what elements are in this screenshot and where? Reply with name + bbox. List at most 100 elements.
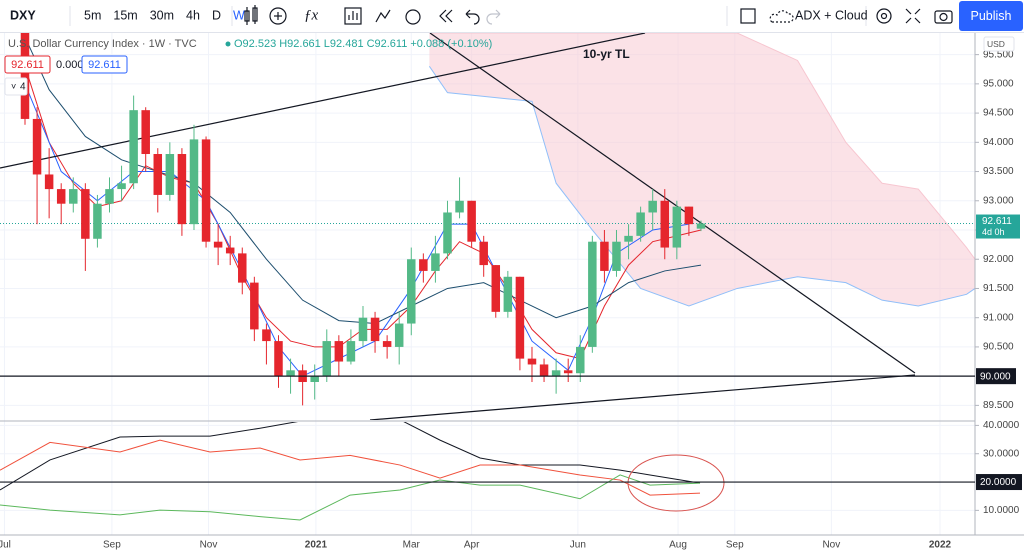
candle-body <box>479 241 488 266</box>
interval[interactable]: 15m <box>113 8 137 22</box>
price-label-box <box>976 368 1016 385</box>
candle-body <box>576 346 585 374</box>
annotation[interactable]: 10-yr TL <box>583 47 630 61</box>
trendline[interactable] <box>0 33 646 169</box>
alert-icon[interactable] <box>405 9 421 25</box>
ohlc-value: H92.661 <box>279 38 321 50</box>
y-tick-label: 95.000 <box>983 79 1014 90</box>
candle-body <box>213 241 223 248</box>
y-tick-label: 95.500 <box>983 49 1014 60</box>
legend-title: U.S. Dollar Currency Index · 1W · TVC <box>8 38 197 50</box>
candle-body <box>358 317 368 342</box>
adx-line <box>0 474 701 521</box>
y-tick-label: 30.0000 <box>983 448 1020 459</box>
interval[interactable]: D <box>212 8 221 22</box>
candle-body <box>503 276 513 312</box>
replay-icon[interactable] <box>445 9 453 23</box>
candle-body <box>322 341 332 377</box>
y-tick-label: 10.0000 <box>983 505 1020 516</box>
candle-body <box>588 241 597 347</box>
candle-body <box>81 189 90 239</box>
y-tick-label: 90.500 <box>983 342 1014 353</box>
candle-body <box>117 183 126 190</box>
y-tick-label: 92.000 <box>983 254 1014 265</box>
candle-body <box>648 200 657 213</box>
candle-body <box>56 189 66 204</box>
y-tick-label: 93.000 <box>983 195 1014 206</box>
indicator-count[interactable]: 4 <box>20 82 26 93</box>
publish-label[interactable]: Publish <box>971 9 1012 23</box>
x-tick-label: 2022 <box>929 540 952 551</box>
ohlc-value: +0.088 (+0.10%) <box>410 38 492 50</box>
candle-body <box>443 212 452 254</box>
fullscreen-icon[interactable] <box>740 8 756 24</box>
candle-body <box>394 323 404 347</box>
indicators-icon[interactable] <box>269 7 287 25</box>
snapshot-icon[interactable] <box>934 10 953 24</box>
candle-body <box>624 235 633 242</box>
price-label: 90.000 <box>980 371 1011 382</box>
candle-body <box>201 139 211 242</box>
candle-body <box>238 253 247 283</box>
candle-body <box>20 33 30 119</box>
currency-box[interactable] <box>983 36 1015 52</box>
redo-icon[interactable] <box>486 9 501 25</box>
interval[interactable]: 5m <box>84 8 101 22</box>
trendline[interactable] <box>429 33 916 374</box>
candle-body <box>286 370 295 377</box>
collapse-caret[interactable]: ˅ <box>11 81 16 91</box>
compare-icon[interactable] <box>375 9 391 23</box>
candle-body <box>32 118 42 175</box>
x-tick-label: Apr <box>464 540 480 551</box>
currency[interactable]: USD <box>987 39 1005 49</box>
countdown: 4d 0h <box>982 227 1005 237</box>
indicator-line <box>24 36 702 325</box>
layout-name[interactable]: ADX + Cloud <box>795 8 868 22</box>
value-box <box>81 55 128 74</box>
highlight-ellipse[interactable] <box>627 454 725 512</box>
interval[interactable]: 30m <box>150 8 174 22</box>
undo-icon[interactable] <box>465 9 480 25</box>
layout-icon[interactable] <box>769 10 794 23</box>
replay-icon[interactable] <box>439 9 447 23</box>
candle-body <box>370 317 380 342</box>
publish-button[interactable] <box>959 1 1023 31</box>
candle-body <box>612 241 621 271</box>
expand-icon[interactable] <box>905 8 921 24</box>
ohlc-value: C92.611 <box>367 38 408 50</box>
interval[interactable]: W <box>233 8 245 22</box>
fx-icon[interactable]: ƒx <box>304 7 319 23</box>
templates-icon[interactable] <box>344 7 362 25</box>
candle-body <box>189 139 199 225</box>
candle-body <box>636 212 645 236</box>
y-tick-label: 89.500 <box>983 400 1014 411</box>
symbol[interactable]: DXY <box>10 8 36 22</box>
candle-body <box>672 206 682 248</box>
candles-icon[interactable] <box>244 5 258 25</box>
candle-body <box>165 154 175 195</box>
candle-body <box>455 200 464 213</box>
market-status <box>225 41 231 47</box>
candle-body <box>225 247 235 254</box>
y-tick-label: 40.0000 <box>983 420 1020 431</box>
x-tick-label: Jul <box>0 540 11 551</box>
candle-body <box>262 329 271 342</box>
candle-body <box>382 341 392 347</box>
x-tick-label: Nov <box>822 540 840 551</box>
ohlc-value: O92.523 <box>234 38 276 50</box>
candle-body <box>69 189 78 204</box>
settings-icon[interactable] <box>876 8 892 24</box>
trendline[interactable] <box>369 374 916 420</box>
interval[interactable]: 4h <box>186 8 200 22</box>
collapse-button[interactable] <box>4 77 28 96</box>
candle-body <box>129 110 138 184</box>
x-tick-label: Jun <box>570 540 586 551</box>
candle-body <box>551 370 561 377</box>
candle-body <box>696 223 706 229</box>
x-tick-label: Sep <box>726 540 744 551</box>
candle-body <box>346 341 356 362</box>
x-tick-label: Nov <box>200 540 218 551</box>
adx-line <box>0 422 701 491</box>
candle-body <box>274 341 283 377</box>
